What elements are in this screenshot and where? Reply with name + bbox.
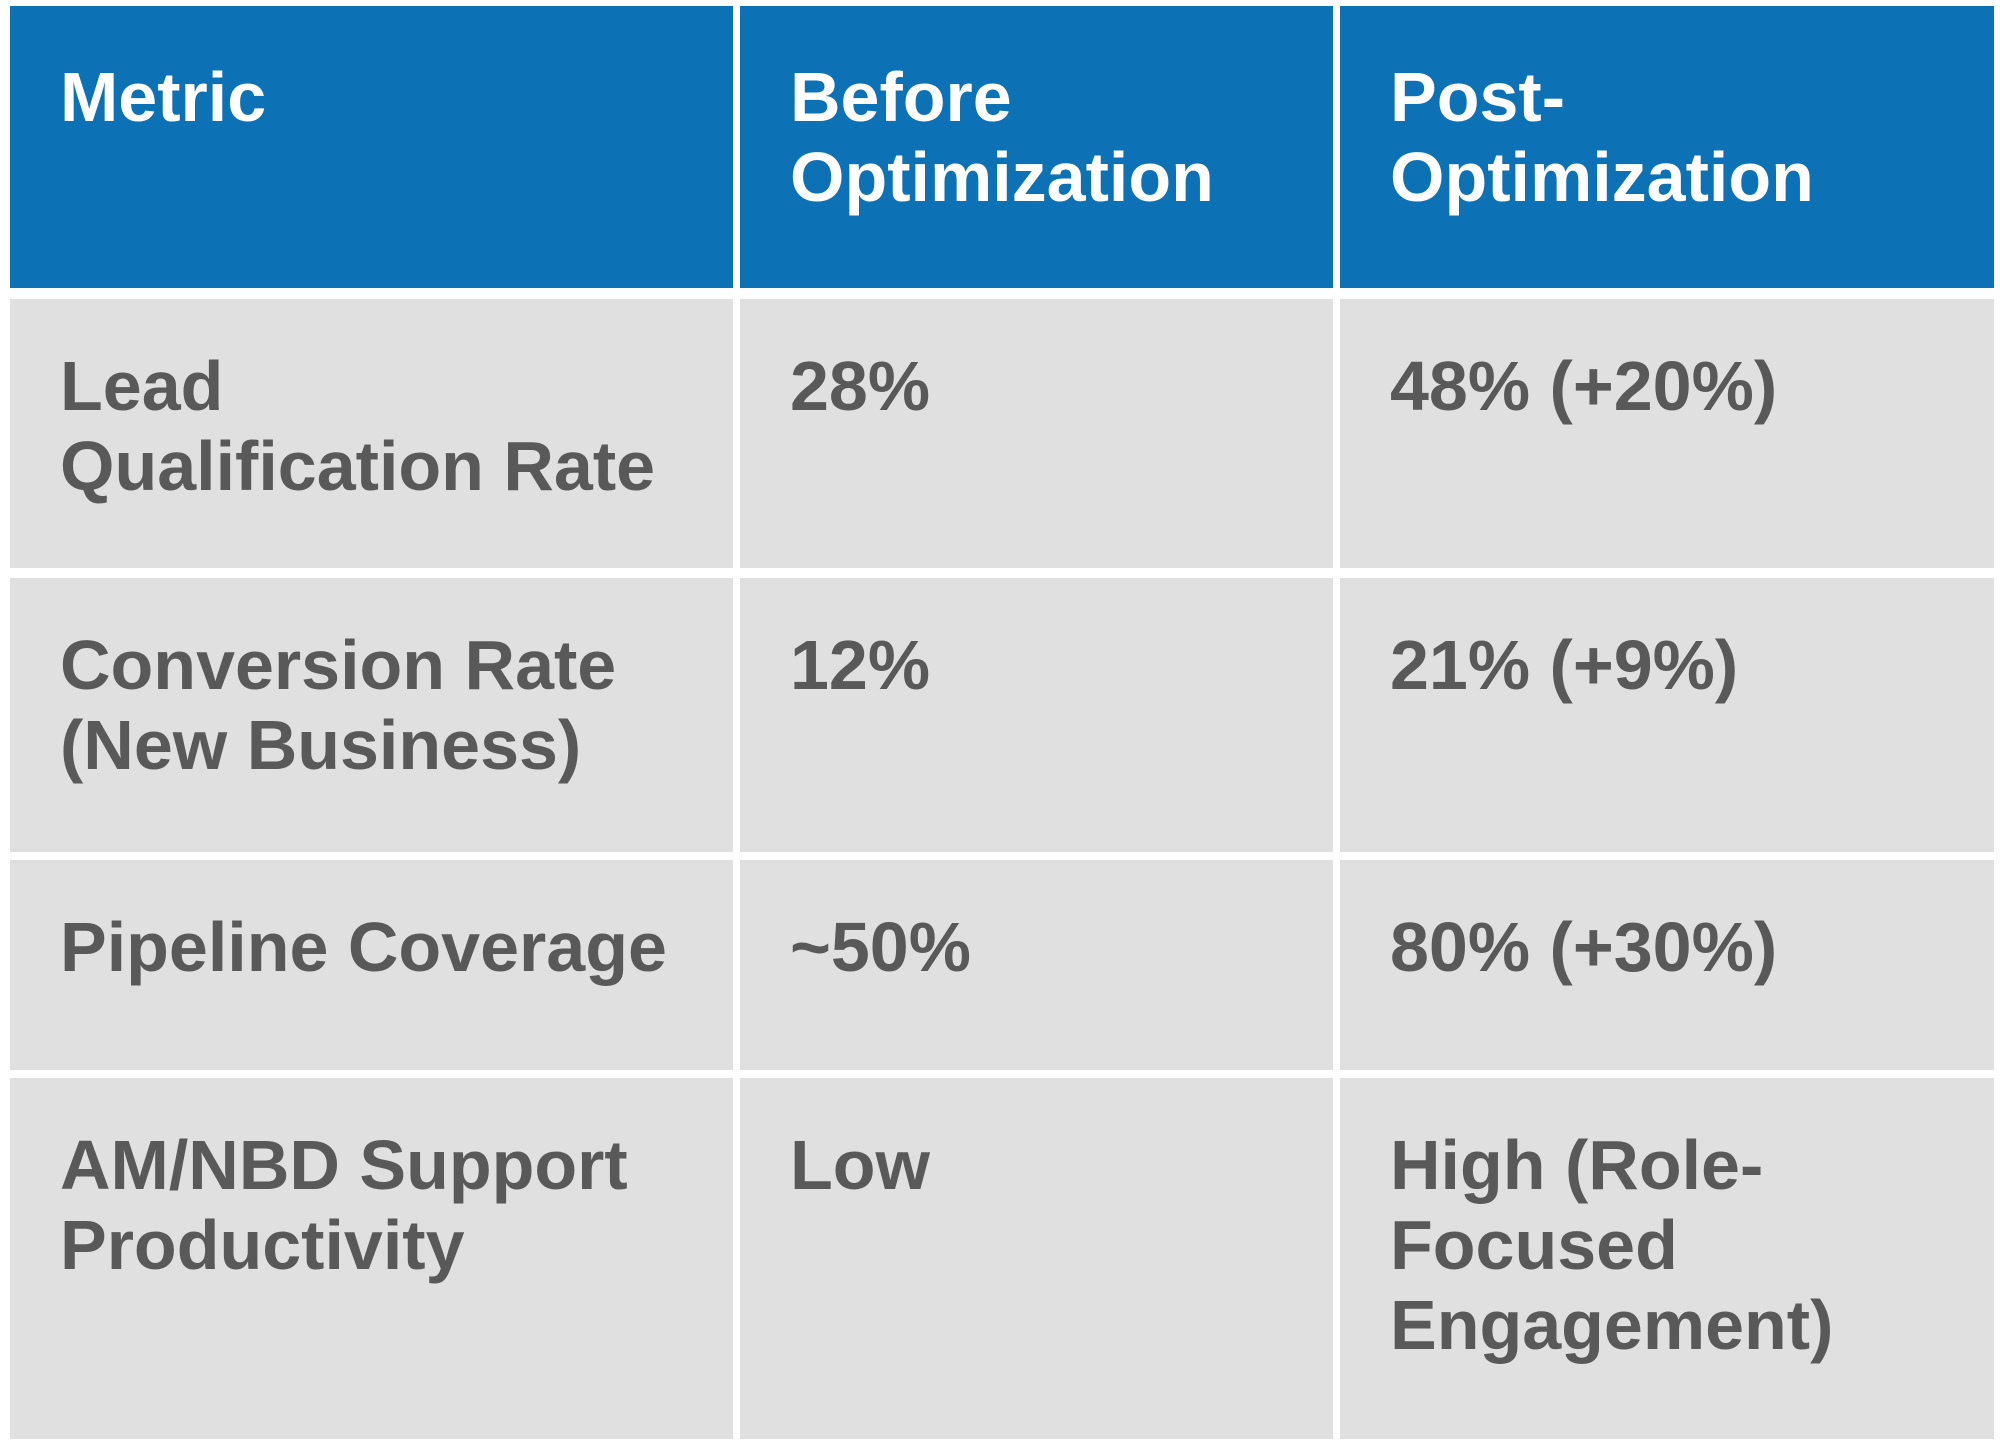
header-row: Metric Before Optimization Post- Optimiz… <box>10 6 1994 288</box>
table-row: Pipeline Coverage ~50% 80% (+30%) <box>10 860 1994 1070</box>
header-cell-post-optimization: Post- Optimization <box>1340 6 1994 288</box>
cell-metric-label: AM/NBD Support Productivity <box>10 1078 733 1439</box>
cell-before-value: 28% <box>740 299 1333 568</box>
cell-post-value: 21% (+9%) <box>1340 578 1994 852</box>
table-row: AM/NBD Support Productivity Low High (Ro… <box>10 1078 1994 1439</box>
cell-metric-label: Lead Qualification Rate <box>10 299 733 568</box>
table-row: Conversion Rate (New Business) 12% 21% (… <box>10 578 1994 852</box>
table-row: Lead Qualification Rate 28% 48% (+20%) <box>10 299 1994 568</box>
cell-post-value: 80% (+30%) <box>1340 860 1994 1070</box>
cell-metric-label: Conversion Rate (New Business) <box>10 578 733 852</box>
cell-post-value: High (Role- Focused Engagement) <box>1340 1078 1994 1439</box>
cell-post-value: 48% (+20%) <box>1340 299 1994 568</box>
cell-before-value: Low <box>740 1078 1333 1439</box>
cell-before-value: ~50% <box>740 860 1333 1070</box>
header-cell-before-optimization: Before Optimization <box>740 6 1333 288</box>
cell-before-value: 12% <box>740 578 1333 852</box>
cell-metric-label: Pipeline Coverage <box>10 860 733 1070</box>
header-cell-metric: Metric <box>10 6 733 288</box>
